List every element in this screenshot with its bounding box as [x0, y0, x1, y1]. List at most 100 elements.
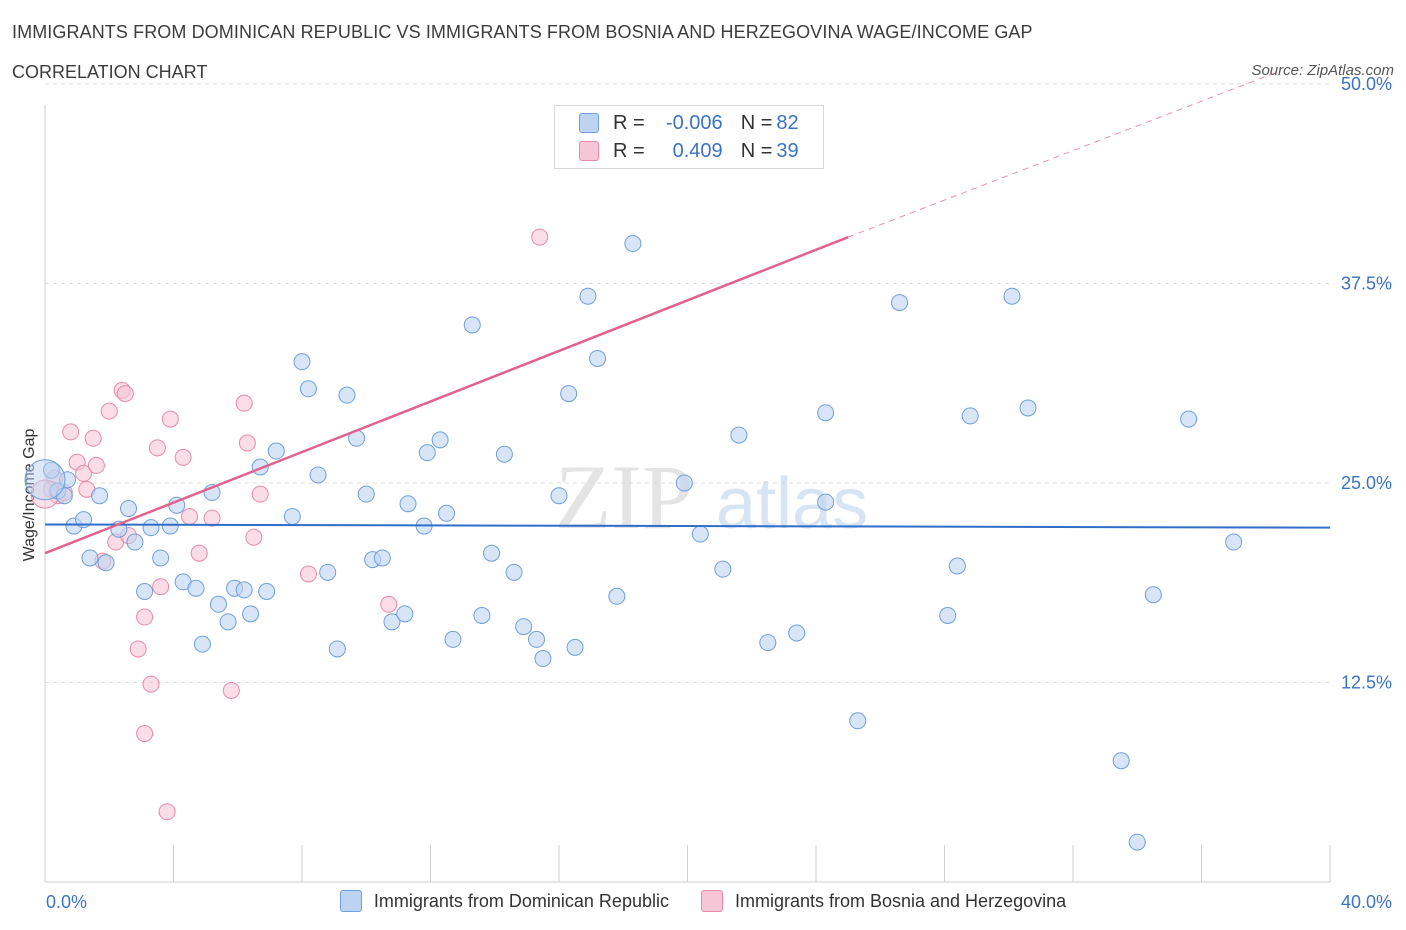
data-point-dominican [550, 487, 568, 505]
data-point-dominican [495, 445, 513, 463]
data-point-dominican [566, 638, 584, 656]
tick-labels: 12.5% 25.0% 37.5% 50.0% 0.0% 40.0% [46, 74, 1392, 912]
legend-n-value: 39 [776, 139, 799, 162]
data-point-bosnia [100, 402, 118, 420]
legend-r-label: R = [613, 139, 645, 162]
data-point-dominican [1112, 752, 1130, 770]
data-point-bosnia [203, 509, 221, 527]
data-point-dominican [624, 235, 642, 253]
data-point-dominican [961, 407, 979, 425]
data-point-bosnia [116, 385, 134, 403]
y-tick-label: 50.0% [1341, 74, 1392, 94]
data-point-dominican [431, 431, 449, 449]
data-point-dominican [817, 493, 835, 511]
data-point-bosnia [299, 565, 317, 583]
data-point-bosnia [174, 448, 192, 466]
legend-n-label: N = [740, 111, 773, 134]
watermark-zip: ZIP [555, 446, 693, 548]
data-point-dominican [1144, 586, 1162, 604]
legend-item-dominican: Immigrants from Dominican Republic [339, 890, 669, 912]
data-point-dominican [299, 380, 317, 398]
data-point-dominican [97, 554, 115, 572]
data-point-dominican [891, 294, 909, 312]
data-point-bosnia [152, 578, 170, 596]
data-point-dominican [438, 504, 456, 522]
data-point-dominican [319, 563, 337, 581]
data-point-dominican [691, 525, 709, 543]
legend-row-bosnia: R = 0.409 N = 39 [579, 138, 799, 164]
data-point-dominican [788, 624, 806, 642]
legend-swatch-pink [700, 890, 723, 912]
data-point-dominican [1003, 287, 1021, 305]
data-point-dominican [463, 316, 481, 334]
data-point-dominican [383, 613, 401, 631]
watermark: ZIP atlas [555, 446, 868, 548]
data-point-dominican [483, 544, 501, 562]
legend-r-label: R = [613, 111, 645, 134]
data-point-dominican [328, 640, 346, 658]
data-point-dominican [759, 634, 777, 652]
legend-swatch-blue [579, 113, 599, 133]
data-point-bosnia [380, 595, 398, 613]
data-point-dominican [589, 349, 607, 367]
data-point-bosnia [158, 803, 176, 821]
stats-legend: R = -0.006 N = 82 R = 0.409 N = 39 [554, 105, 824, 169]
data-point-dominican [418, 444, 436, 462]
data-point-dominican [396, 605, 414, 623]
data-point-dominican [283, 507, 301, 525]
x-tick-label: 0.0% [46, 892, 87, 912]
data-point-bosnia [84, 429, 102, 447]
data-point-dominican [81, 549, 99, 567]
data-point-dominican [939, 606, 957, 624]
data-point-dominican [258, 583, 276, 600]
data-point-bosnia [142, 675, 160, 693]
data-point-dominican [817, 404, 835, 422]
data-point-dominican [120, 500, 138, 517]
data-point-dominican [242, 605, 260, 623]
data-point-bosnia [251, 485, 269, 503]
trend-line-dominican [44, 523, 1331, 529]
data-point-dominican [209, 595, 227, 613]
data-point-bosnia [129, 640, 147, 658]
y-tick-label: 37.5% [1341, 273, 1392, 293]
data-point-dominican [219, 613, 237, 631]
data-point-dominican [1225, 533, 1243, 551]
data-point-dominican [675, 474, 693, 492]
data-point-dominican [948, 557, 966, 575]
legend-r-value: -0.006 [665, 111, 723, 134]
legend-item-bosnia: Immigrants from Bosnia and Herzegovina [700, 890, 1067, 912]
data-point-dominican [1019, 399, 1037, 417]
data-point-dominican [579, 287, 597, 305]
x-tick-label: 40.0% [1341, 892, 1392, 912]
legend-swatch-pink [579, 141, 599, 161]
data-point-dominican [849, 712, 867, 730]
data-point-dominican [1180, 410, 1198, 428]
legend-n-label: N = [740, 139, 773, 162]
data-point-bosnia [87, 456, 105, 474]
series-legend: Immigrants from Dominican Republic Immig… [0, 890, 1406, 912]
data-point-dominican [534, 650, 552, 668]
y-tick-label: 25.0% [1341, 473, 1392, 493]
data-point-dominican [136, 583, 154, 600]
legend-label-bosnia: Immigrants from Bosnia and Herzegovina [734, 890, 1067, 911]
data-point-dominican [444, 630, 462, 648]
trend-lines [44, 72, 1331, 555]
data-point-dominican [142, 519, 160, 537]
data-point-dominican [126, 533, 144, 551]
chart-title: IMMIGRANTS FROM DOMINICAN REPUBLIC VS IM… [12, 22, 1033, 42]
data-point-bosnia [190, 544, 208, 562]
data-point-bosnia [235, 394, 253, 412]
data-point-bosnia [245, 528, 263, 546]
data-point-dominican [714, 560, 732, 578]
data-point-dominican [399, 495, 417, 513]
data-point-bosnia [136, 725, 154, 743]
data-point-bosnia [62, 423, 80, 441]
data-point-bosnia [161, 410, 179, 428]
data-point-bosnia [136, 608, 154, 626]
data-point-dominican [91, 487, 109, 505]
data-point-bosnia [531, 228, 549, 246]
data-point-dominican [338, 386, 356, 404]
legend-n-value: 82 [776, 111, 799, 134]
trend-line-bosnia-extension [847, 72, 1276, 238]
